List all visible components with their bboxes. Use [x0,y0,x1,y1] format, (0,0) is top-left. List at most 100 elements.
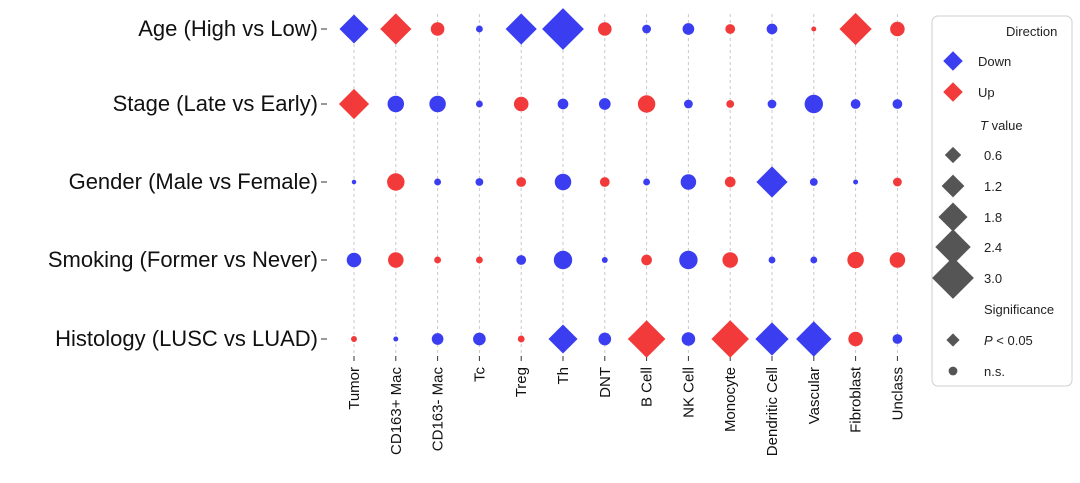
data-point [338,88,370,120]
x-tick-label: NK Cell [680,367,697,418]
legend-t-label: 1.2 [984,179,1002,194]
data-point [516,177,527,187]
x-tick-label: Monocyte [722,367,739,432]
legend-t-label: 3.0 [984,271,1002,286]
legend-t-value-items: 0.6 1.2 1.8 2.4 3.0 [932,146,1002,299]
data-point [431,333,444,345]
legend-down-label: Down [978,54,1011,69]
x-tick-label: Treg [513,367,530,397]
data-point [724,176,736,188]
data-point [554,173,572,191]
legend-t-label: 2.4 [984,240,1002,255]
data-point [387,95,405,113]
data-point [811,26,817,32]
data-point [850,99,861,109]
data-point [892,334,903,344]
legend-t-title-italic: T [980,118,989,133]
data-point [766,23,778,35]
data-point [768,256,776,264]
data-point [557,98,569,110]
x-tick-label: Tumor [346,367,363,410]
x-tick-label: Unclass [889,367,906,420]
x-tick-label: Tc [471,367,488,383]
data-point [346,252,362,268]
data-point [599,177,610,187]
data-point [890,21,905,37]
legend-ns-label: n.s. [984,364,1005,379]
data-point [641,254,652,266]
legend-t-item: 2.4 [935,229,1002,265]
data-point [809,178,818,186]
data-point [642,24,651,34]
data-point [680,174,697,190]
legend: Direction Down Up T value 0.6 1.2 1.8 2.4 3.… [931,15,1073,387]
x-tick-label: Dendritic Cell [764,367,781,456]
legend-down-marker [943,51,963,71]
data-point [430,22,445,36]
legend-sig-label: P < 0.05 [984,333,1033,348]
x-tick-label: Fibroblast [848,366,865,433]
grid-lines [353,14,898,361]
data-point [339,14,369,44]
data-point [387,173,405,191]
data-point [892,99,903,109]
data-point [475,25,483,33]
data-point [847,251,864,269]
data-point [351,179,357,185]
legend-item-down: Down [943,51,1011,71]
data-point [682,23,695,35]
legend-item-up: Up [943,82,995,102]
data-point [542,8,584,50]
data-point [351,336,357,342]
data-point [755,322,789,356]
data-point [889,252,906,268]
legend-t-item: 3.0 [932,257,1002,299]
x-tick-label: CD163- Mac [430,367,447,452]
data-point [598,98,611,110]
data-point [601,257,608,263]
data-point [475,256,483,264]
legend-up-marker [943,82,963,102]
data-point [505,13,537,45]
column-labels: Tumor CD163+ Mac CD163- Mac Tc Treg Th DNT B Ce… [346,366,906,456]
data-point [756,166,788,198]
legend-t-marker [935,229,971,265]
legend-significance-title: Significance [984,302,1054,317]
data-point [598,332,612,346]
legend-direction-title: Direction [1006,24,1057,39]
data-point [679,250,698,270]
data-point [393,336,399,342]
data-point [473,332,486,346]
legend-sig-label-rest: < 0.05 [993,333,1033,348]
y-tick-label: Gender (Male vs Female) [69,169,318,194]
data-point [434,178,442,186]
legend-t-label: 0.6 [984,148,1002,163]
legend-t-item: 1.2 [941,174,1002,198]
data-point [893,177,902,187]
legend-t-marker [944,146,962,164]
data-point [627,320,666,358]
x-tick-label: Vascular [806,367,823,424]
x-tick-label: B Cell [639,367,656,407]
legend-up-label: Up [978,85,995,100]
data-markers [338,8,906,358]
x-tick-label: Th [555,367,572,385]
data-point [553,250,573,270]
y-tick-label: Stage (Late vs Early) [113,91,318,116]
data-point [684,99,693,109]
data-point [388,252,404,268]
data-point [434,256,442,264]
data-point [848,331,863,347]
data-point [637,95,656,113]
data-point [681,332,696,346]
x-tick-label: DNT [597,367,614,398]
row-labels: Age (High vs Low) Stage (Late vs Early) Ge… [48,16,327,351]
y-tick-label: Age (High vs Low) [138,16,318,41]
data-point [598,22,612,36]
data-point [726,100,735,108]
data-point [643,178,651,186]
data-point [839,12,872,46]
data-point [804,94,823,114]
data-point [513,96,529,112]
